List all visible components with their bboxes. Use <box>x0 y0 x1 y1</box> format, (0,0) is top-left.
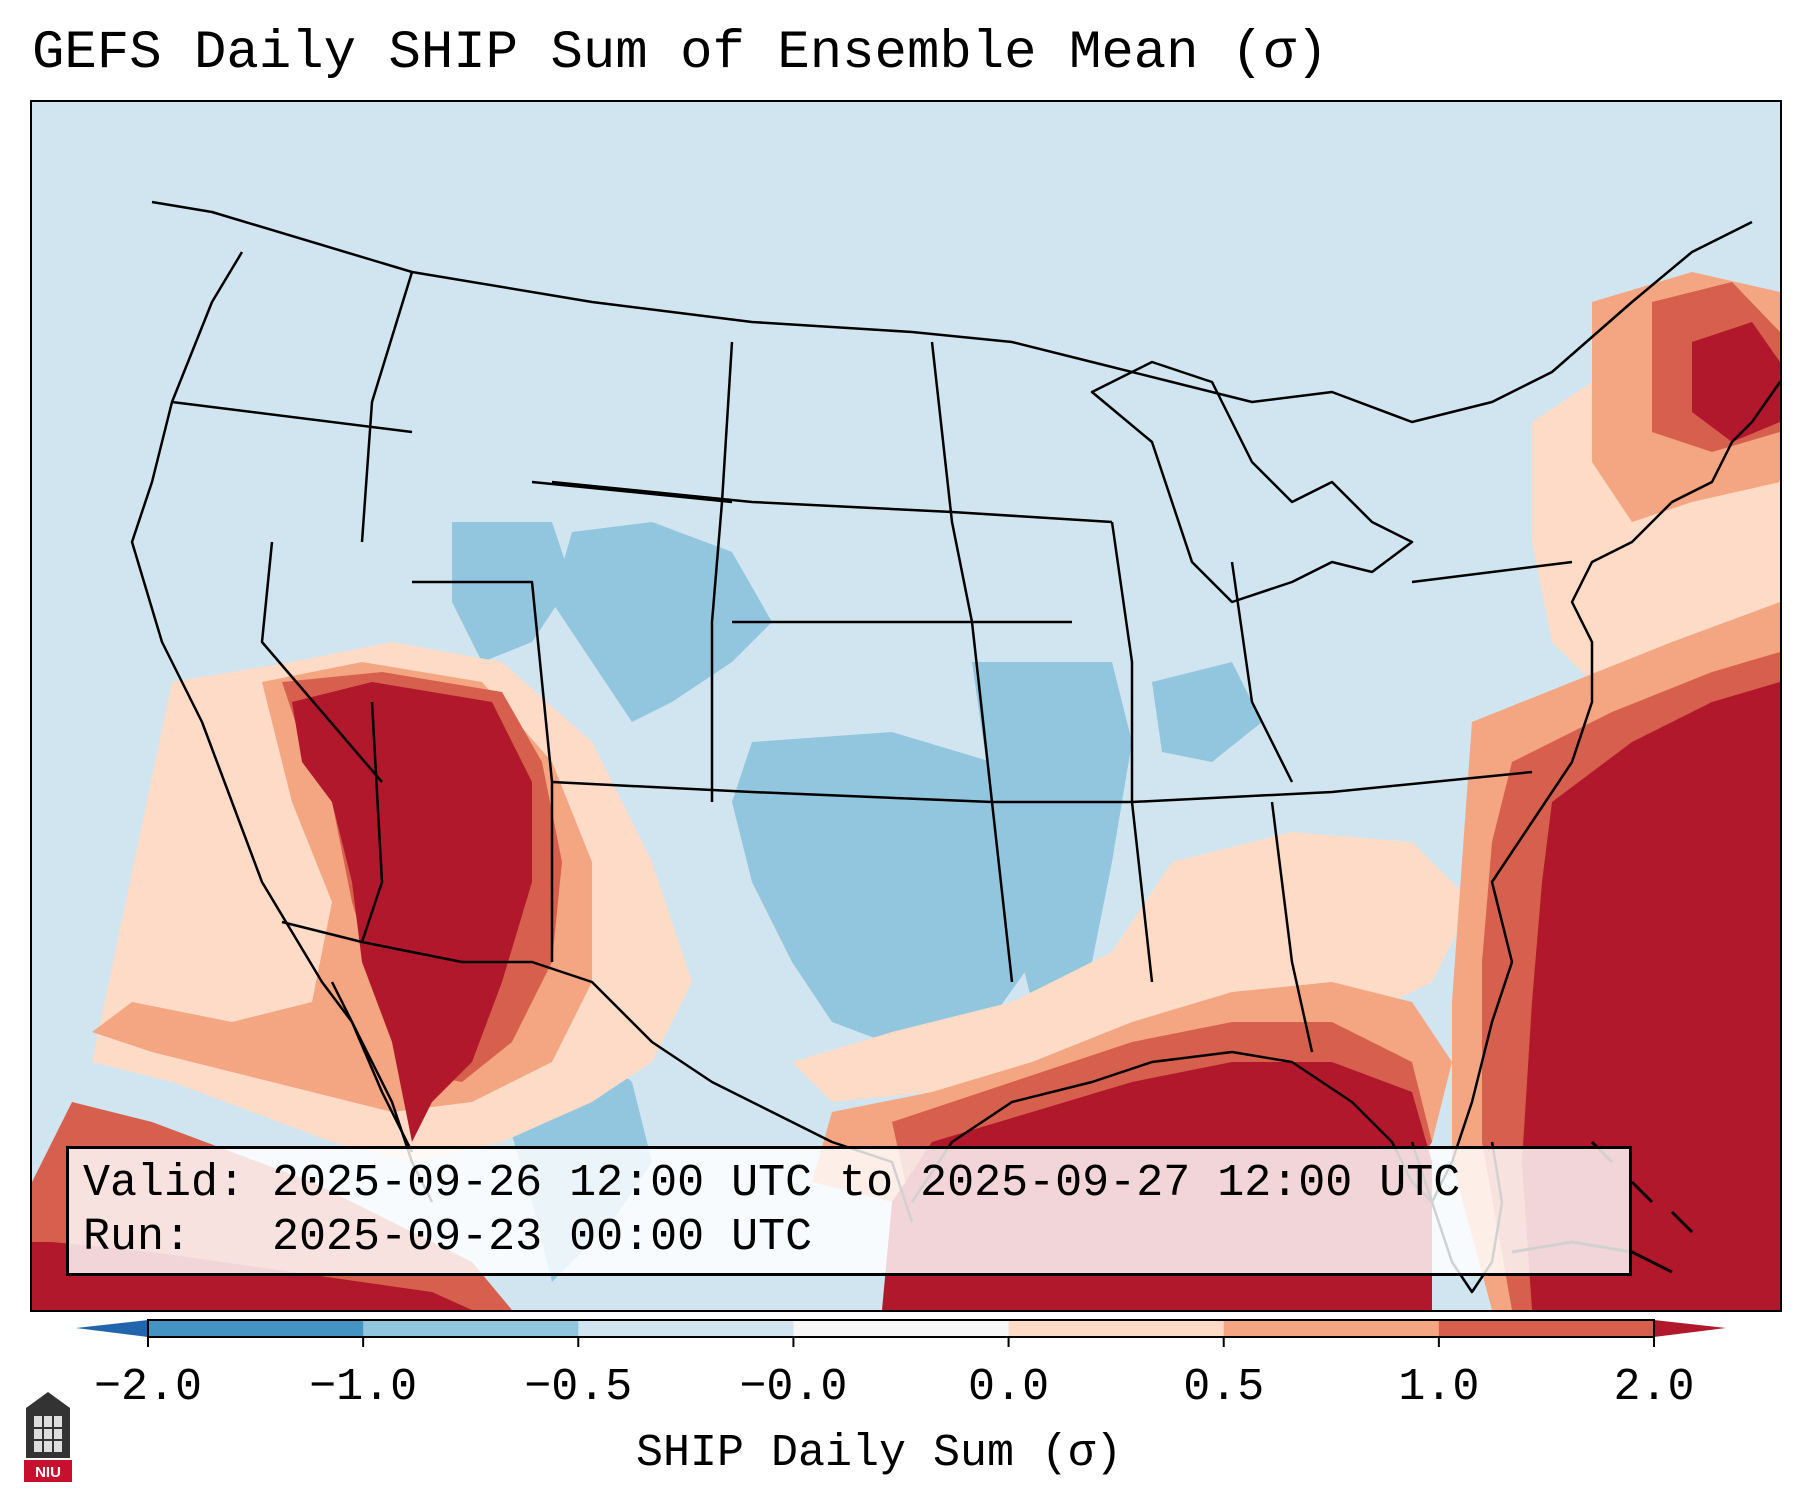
map-canvas <box>32 102 1780 1310</box>
atlantic-coast <box>1490 381 1780 963</box>
map-frame <box>30 100 1782 1312</box>
colorbar-tick-label: 0.5 <box>1183 1362 1265 1413</box>
state-line-miss <box>930 341 1014 983</box>
colorbar-segment-3 <box>793 1320 1010 1337</box>
state-line-ga <box>1270 801 1314 1053</box>
state-line-id <box>360 271 414 543</box>
colorbar-outline <box>147 1319 1655 1338</box>
valid-label: Valid: <box>83 1158 246 1209</box>
state-line-ny <box>1411 560 1573 584</box>
ohio-negative <box>1152 662 1262 762</box>
rockies-negative <box>452 522 572 662</box>
pacific-coast <box>130 251 414 1153</box>
colorbar-tick-label: −0.5 <box>524 1362 633 1413</box>
texas-negative <box>732 732 1032 1052</box>
colorbar-over-arrow <box>1654 1320 1726 1337</box>
colorbar-under-arrow <box>76 1320 148 1337</box>
niu-logo-text: NIU <box>35 1464 61 1481</box>
southwest-extreme-positive <box>292 682 532 1142</box>
state-line-mid <box>710 341 734 802</box>
great-lakes <box>1090 360 1414 604</box>
colorbar-tick-label: −2.0 <box>93 1362 203 1413</box>
valid-time: 2025-09-26 12:00 UTC to 2025-09-27 12:00… <box>272 1158 1461 1209</box>
colorbar-segment-6 <box>1438 1320 1655 1337</box>
state-line-ne <box>551 480 1113 524</box>
us-canada-border <box>151 200 1753 424</box>
state-line-east <box>1110 521 1154 983</box>
state-line-nv <box>260 541 383 783</box>
colorbar-segment-2 <box>578 1320 794 1337</box>
state-line-wy <box>531 480 733 504</box>
gulf-coast <box>910 961 1514 1204</box>
colorbar-tick-label: −0.0 <box>739 1362 848 1413</box>
run-label: Run: <box>83 1212 192 1263</box>
colorbar <box>76 1319 1726 1347</box>
colorbar-tick-label: −1.0 <box>309 1362 418 1413</box>
colorbar-tick-label: 0.0 <box>968 1362 1050 1413</box>
state-line-az <box>360 701 384 943</box>
colorbar-title: SHIP Daily Sum (σ) <box>636 1428 1123 1479</box>
state-line-or <box>171 400 413 434</box>
niu-logo: NIU <box>20 1388 76 1484</box>
valid-run-info-box: Valid: 2025-09-26 12:00 UTC to 2025-09-2… <box>66 1146 1632 1276</box>
state-line-ohio <box>1230 561 1294 783</box>
state-line-tn <box>1131 770 1533 804</box>
colorbar-tick-label: 2.0 <box>1613 1362 1695 1413</box>
colorbar-segment-0 <box>148 1320 364 1337</box>
colorbar-segment-4 <box>1008 1320 1225 1337</box>
state-line-ut <box>412 580 554 783</box>
colorbar-segment-5 <box>1223 1320 1440 1337</box>
chart-title: GEFS Daily SHIP Sum of Ensemble Mean (σ) <box>32 23 1329 84</box>
colorbar-segment-1 <box>363 1320 579 1337</box>
state-line-ok <box>551 780 1132 804</box>
run-time: 2025-09-23 00:00 UTC <box>272 1212 813 1263</box>
arkansas-negative <box>972 662 1132 1002</box>
colorbar-tick-label: 1.0 <box>1398 1362 1480 1413</box>
